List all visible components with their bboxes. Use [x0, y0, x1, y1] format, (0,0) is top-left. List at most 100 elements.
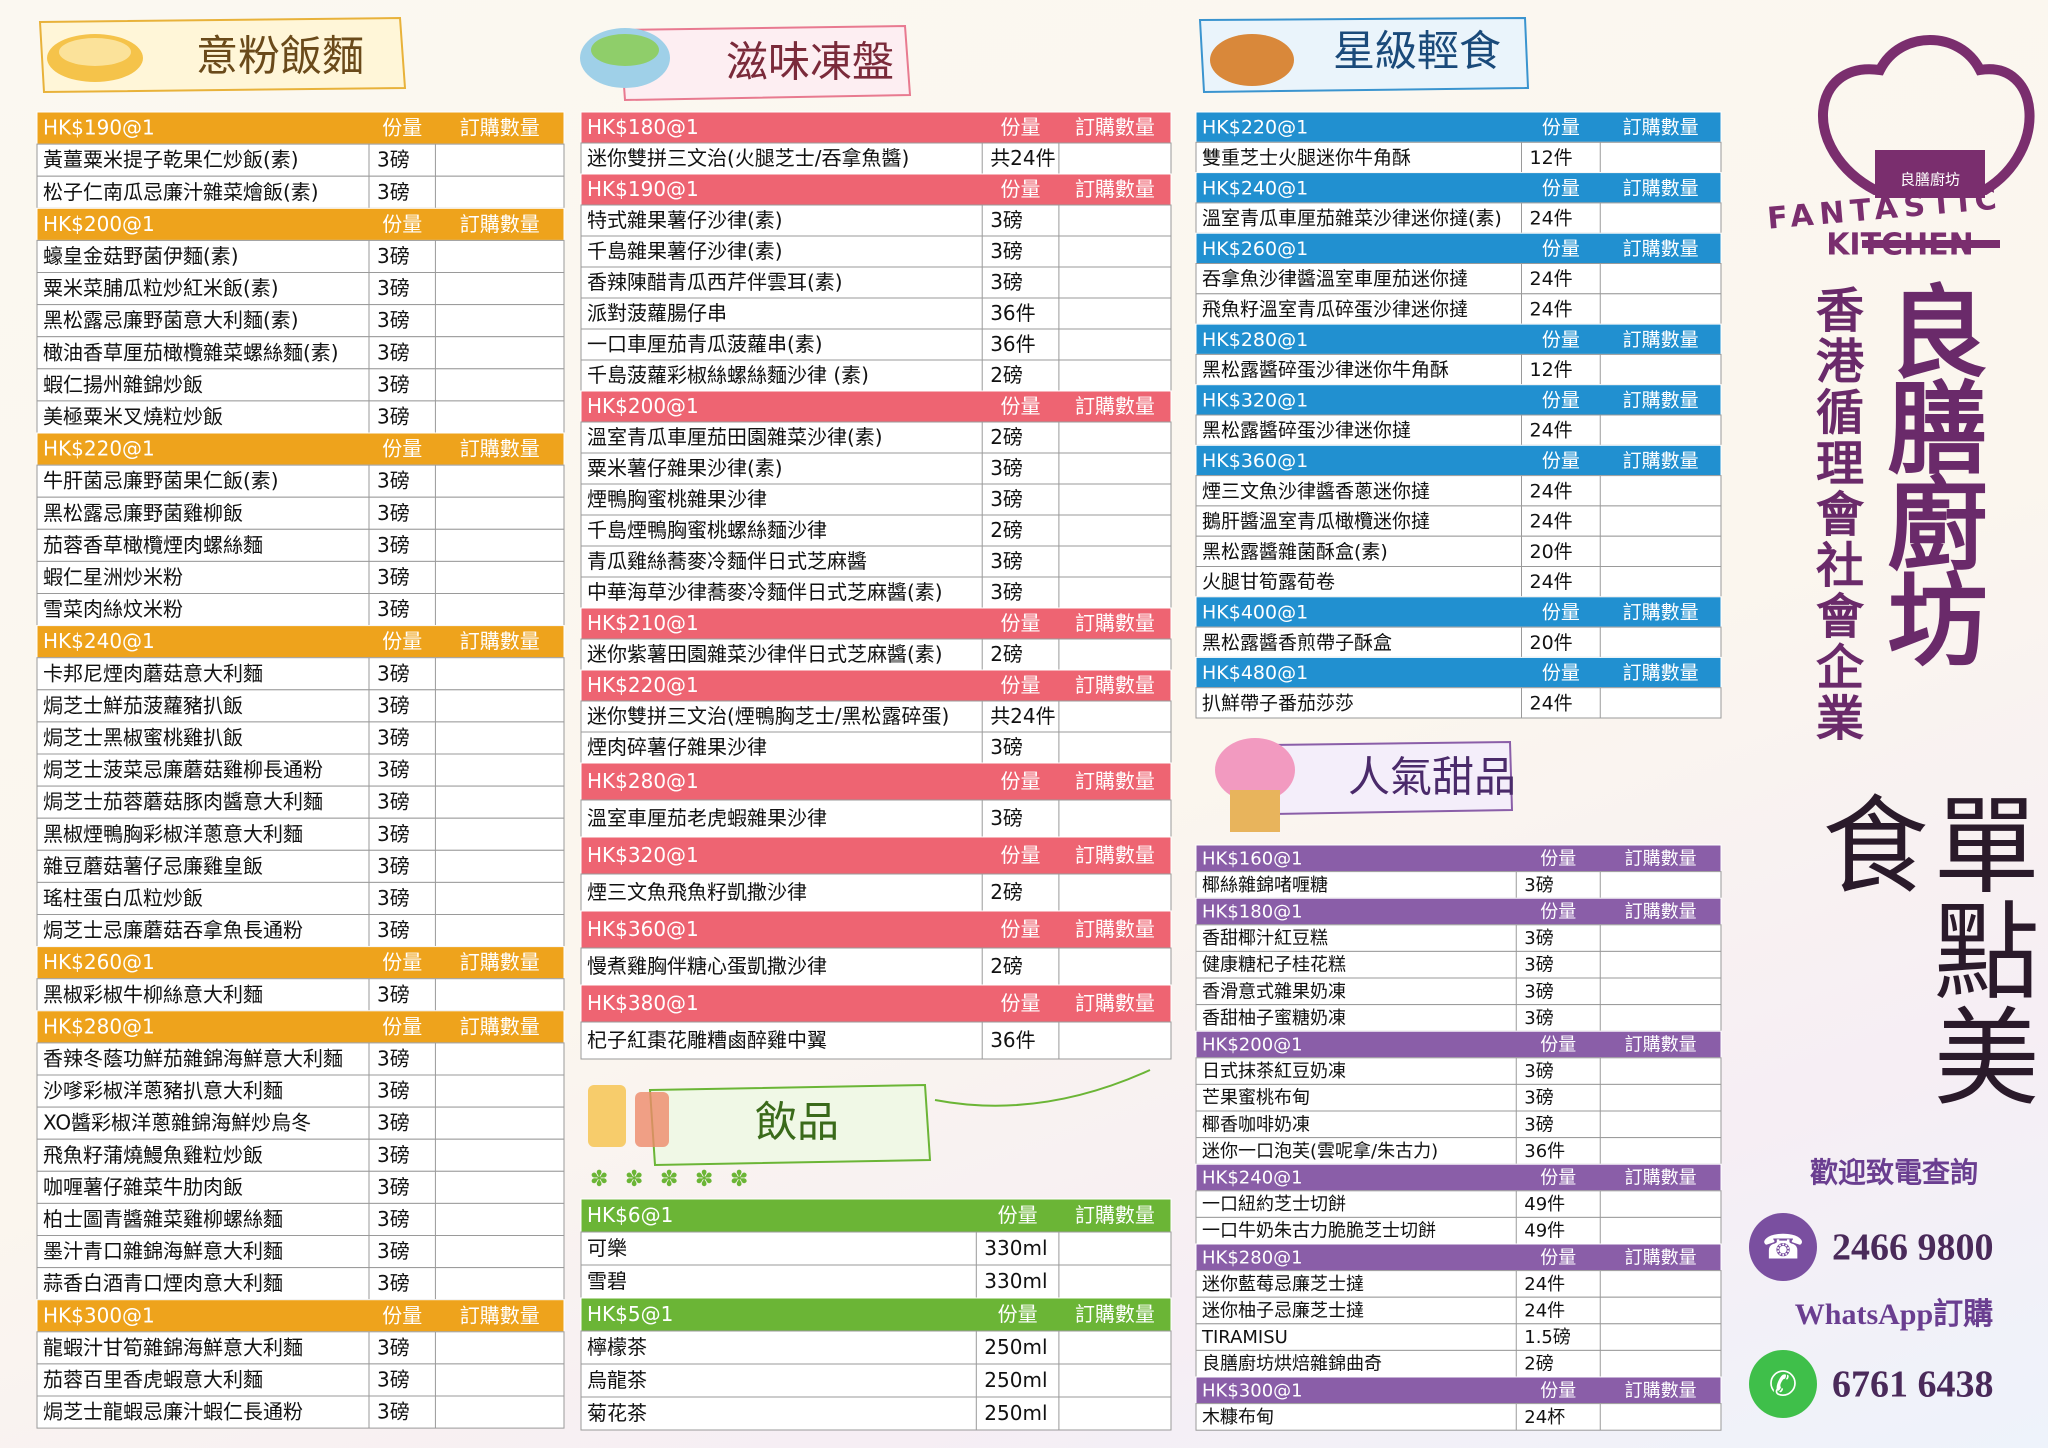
whatsapp-label: WhatsApp訂購	[1795, 1297, 1993, 1331]
item-name: 煙肉碎薯仔雜果沙律	[587, 735, 767, 759]
item-qty: 3磅	[990, 456, 1023, 480]
price-header	[36, 946, 565, 980]
item-qty: 24件	[1530, 480, 1573, 502]
item-qty: 24件	[1530, 268, 1573, 290]
item-qty: 2磅	[990, 518, 1023, 542]
item-name: XO醬彩椒洋蔥雜錦海鮮炒烏冬	[43, 1111, 311, 1135]
svg-text:✽: ✽	[730, 1167, 748, 1192]
item-name: 咖喱薯仔雜菜牛肋肉飯	[43, 1175, 243, 1199]
svg-text:✽: ✽	[590, 1167, 608, 1192]
item-name: 橄油香草厘茄橄欖雜菜螺絲麵(素)	[43, 340, 339, 364]
column-header: 訂購數量	[1075, 1302, 1155, 1326]
item-qty: 3磅	[377, 886, 410, 910]
item-qty: 3磅	[377, 469, 410, 493]
item-qty: 3磅	[377, 148, 410, 172]
column-header: 份量	[382, 212, 422, 236]
column-header: 份量	[382, 437, 422, 461]
item-qty: 3磅	[377, 180, 410, 204]
item-name: 迷你雙拼三文治(煙鴨胸芝士/黑松露碎蛋)	[587, 704, 949, 728]
price: HK$200@1	[43, 212, 155, 236]
item-qty: 24件	[1530, 511, 1573, 533]
item-row	[36, 400, 565, 434]
item-row	[1195, 1137, 1722, 1165]
item-row	[580, 483, 1172, 516]
item-row	[580, 731, 1172, 764]
column-header: 份量	[382, 1303, 422, 1327]
item-qty: 3磅	[990, 549, 1023, 573]
logo-hat: ☎ ✆	[1749, 35, 2035, 1418]
item-name: 派對菠蘿腸仔串	[587, 301, 727, 325]
item-name: 健康糖杞子桂花糕	[1202, 955, 1346, 976]
price: HK$280@1	[1202, 1247, 1303, 1268]
price: HK$6@1	[587, 1203, 673, 1227]
column-header: 份量	[1001, 394, 1041, 418]
column-header: 份量	[1542, 329, 1580, 351]
column-header: 份量	[382, 1014, 422, 1038]
item-qty: 共24件	[990, 146, 1055, 170]
item-name: 焗芝士茄蓉蘑菇豚肉醬意大利麵	[43, 790, 323, 814]
column-header: 份量	[1540, 902, 1576, 923]
item-name: 茄蓉香草橄欖煙肉螺絲麵	[43, 533, 263, 557]
item-row	[580, 452, 1172, 485]
price-header	[1195, 1243, 1722, 1272]
column-header: 份量	[1001, 991, 1041, 1015]
column-header: 份量	[1542, 238, 1580, 260]
item-name: 雙重芝士火腿迷你牛角酥	[1202, 147, 1411, 169]
column-header: 訂購數量	[1623, 329, 1699, 351]
item-qty: 36件	[1524, 1141, 1565, 1162]
item-row	[1195, 566, 1722, 598]
item-name: 椰香咖啡奶凍	[1202, 1114, 1310, 1135]
item-name: 黑松露醬碎蛋沙律迷你牛角酥	[1202, 359, 1449, 381]
item-name: 煙三文魚飛魚籽凱撒沙律	[587, 880, 807, 904]
price: HK$220@1	[43, 437, 155, 461]
column-header: 訂購數量	[1075, 177, 1155, 201]
item-qty: 3磅	[377, 1367, 410, 1391]
item-qty: 24件	[1524, 1301, 1565, 1322]
item-name: 飛魚籽溫室青瓜碎蛋沙律迷你撻	[1202, 298, 1468, 320]
item-qty: 3磅	[377, 276, 410, 300]
item-qty: 3磅	[377, 918, 410, 942]
item-name: 香甜椰汁紅豆糕	[1202, 928, 1328, 949]
item-name: 吞拿魚沙律醬溫室車厘茄迷你撻	[1202, 267, 1468, 290]
item-qty: 3磅	[377, 244, 410, 268]
item-name: 飛魚籽蒲燒鰻魚雞粒炒飯	[43, 1143, 263, 1167]
item-row	[1195, 1403, 1722, 1431]
price-header	[1195, 232, 1722, 264]
item-name: 千島煙鴨胸蜜桃螺絲麵沙律	[587, 518, 827, 542]
price: HK$200@1	[1202, 1035, 1303, 1056]
item-qty: 2磅	[990, 954, 1023, 978]
item-name: 雪碧	[587, 1269, 627, 1293]
svg-text:✽: ✽	[660, 1167, 678, 1192]
item-name: 檸檬茶	[587, 1335, 647, 1359]
price: HK$220@1	[1202, 117, 1308, 139]
price: HK$280@1	[43, 1014, 155, 1038]
item-name: 菊花茶	[587, 1401, 647, 1425]
item-qty: 3磅	[377, 790, 410, 814]
item-row	[580, 700, 1172, 733]
column-header: 訂購數量	[1625, 1247, 1697, 1268]
item-name: 木糠布甸	[1202, 1406, 1274, 1428]
item-row	[36, 914, 565, 948]
item-name: 黑松露醬雜菌酥盒(素)	[1202, 541, 1388, 563]
item-qty: 3磅	[377, 565, 410, 589]
svg-text:✆: ✆	[1769, 1365, 1798, 1405]
item-qty: 3磅	[377, 340, 410, 364]
item-qty: 3磅	[990, 806, 1023, 830]
item-qty: 3磅	[377, 758, 410, 782]
price: HK$220@1	[587, 673, 699, 697]
item-qty: 3磅	[377, 1335, 410, 1359]
item-row	[580, 514, 1172, 547]
item-qty: 3磅	[377, 308, 410, 332]
column-header: 訂購數量	[460, 1014, 540, 1038]
whatsapp-number: 6761 6438	[1832, 1364, 1994, 1406]
item-row	[1195, 1323, 1722, 1351]
item-qty: 3磅	[1524, 1114, 1553, 1135]
item-row	[1195, 293, 1722, 325]
item-name: TIRAMISU	[1201, 1327, 1288, 1348]
item-row	[1195, 924, 1722, 952]
column-header: 訂購數量	[1623, 389, 1699, 411]
item-row	[36, 657, 565, 691]
item-qty: 3磅	[990, 239, 1023, 263]
item-qty: 49件	[1524, 1221, 1565, 1242]
